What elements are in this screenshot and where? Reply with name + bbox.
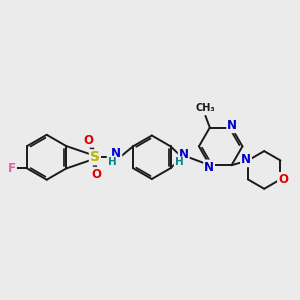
Text: N: N [179, 148, 189, 161]
Text: S: S [90, 150, 100, 164]
Text: N: N [204, 160, 214, 173]
Text: O: O [83, 134, 93, 147]
Text: F: F [8, 162, 16, 175]
Text: O: O [278, 173, 288, 186]
Text: N: N [241, 153, 251, 166]
Text: H: H [175, 157, 183, 167]
Text: O: O [92, 168, 102, 181]
Text: N: N [227, 119, 237, 132]
Text: N: N [111, 147, 121, 160]
Text: CH₃: CH₃ [196, 103, 215, 113]
Text: H: H [108, 157, 116, 166]
